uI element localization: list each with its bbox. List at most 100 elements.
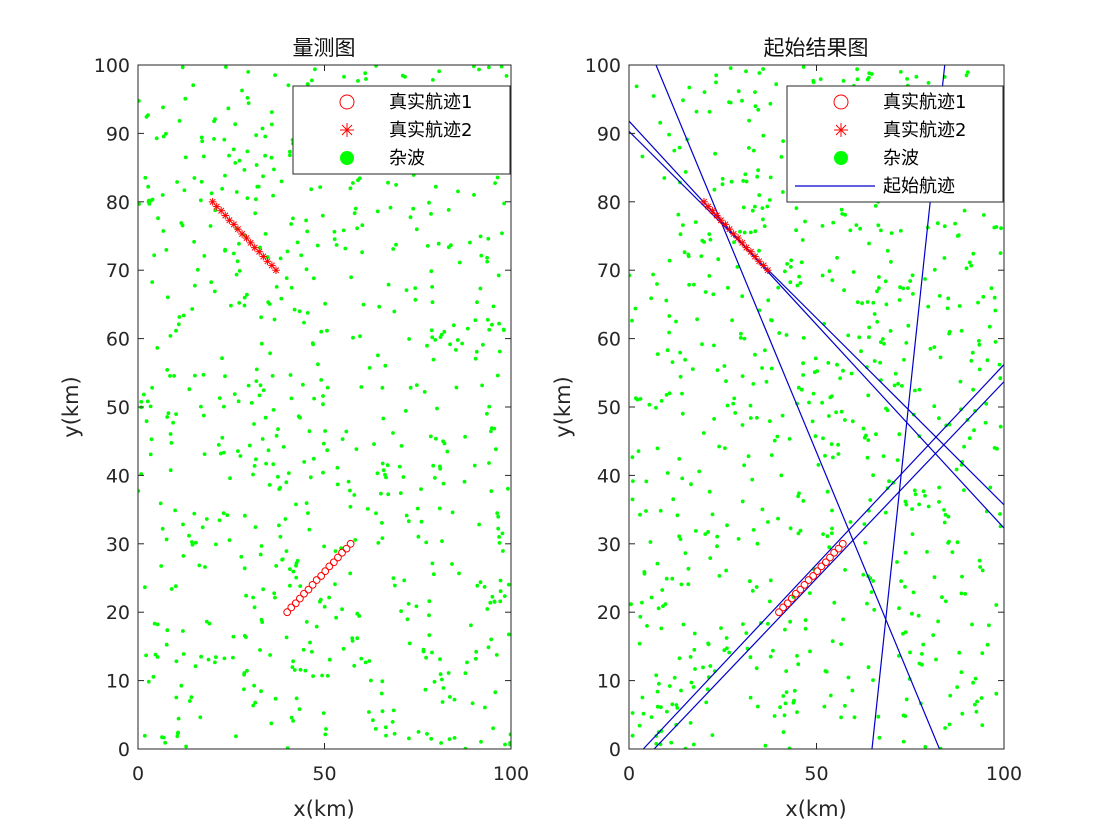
clutter-point	[997, 362, 1002, 367]
clutter-point	[429, 269, 434, 274]
clutter-point	[638, 512, 642, 517]
clutter-point	[743, 172, 748, 177]
clutter-point	[633, 306, 638, 311]
clutter-point	[766, 621, 770, 626]
track-point	[787, 594, 796, 603]
clutter-point	[965, 70, 970, 75]
clutter-point	[384, 733, 388, 738]
clutter-point	[659, 705, 663, 710]
clutter-point	[288, 567, 292, 571]
clutter-point	[341, 646, 346, 651]
clutter-point	[506, 486, 510, 491]
clutter-point	[174, 659, 179, 664]
clutter-point	[942, 508, 946, 512]
clutter-point	[406, 519, 411, 524]
clutter-point	[348, 504, 353, 509]
clutter-point	[161, 105, 165, 110]
clutter-point	[237, 241, 241, 246]
clutter-point	[254, 379, 259, 383]
clutter-point	[897, 432, 902, 437]
clutter-point	[253, 525, 258, 529]
true-track-2-points	[208, 198, 280, 275]
clutter-point	[470, 701, 475, 706]
clutter-point	[707, 232, 712, 237]
clutter-point	[977, 342, 982, 347]
clutter-point	[392, 309, 397, 314]
clutter-point	[305, 82, 310, 86]
clutter-point	[174, 328, 178, 333]
clutter-point	[679, 582, 684, 587]
clutter-point	[674, 722, 679, 727]
clutter-point	[500, 531, 505, 536]
clutter-point	[271, 462, 276, 467]
clutter-point	[288, 583, 292, 588]
clutter-point	[180, 65, 185, 70]
clutter-point	[411, 206, 416, 211]
clutter-point	[259, 341, 264, 346]
clutter-point	[253, 211, 258, 216]
clutter-point	[305, 311, 310, 315]
clutter-point	[245, 292, 249, 297]
chart-title: 量测图	[293, 36, 356, 60]
clutter-point	[325, 448, 330, 453]
clutter-point	[448, 695, 452, 699]
clutter-point	[701, 431, 706, 435]
clutter-point	[665, 348, 670, 353]
clutter-point	[202, 452, 207, 456]
clutter-point	[139, 399, 144, 404]
clutter-point	[655, 446, 660, 451]
y-tick-label: 20	[597, 602, 621, 624]
clutter-point	[498, 578, 503, 583]
clutter-point	[905, 77, 909, 81]
clutter-point	[361, 302, 366, 307]
clutter-point	[475, 300, 479, 305]
clutter-point	[438, 657, 442, 662]
clutter-point	[295, 240, 300, 245]
clutter-point	[875, 289, 879, 294]
clutter-point	[176, 716, 181, 721]
clutter-point	[783, 269, 787, 274]
y-tick-label: 10	[597, 671, 621, 693]
clutter-point	[247, 443, 252, 448]
clutter-point	[904, 341, 909, 345]
clutter-point	[994, 691, 999, 696]
clutter-point	[494, 447, 498, 452]
track-point	[804, 576, 813, 584]
clutter-point	[291, 659, 295, 664]
clutter-point	[381, 468, 386, 473]
clutter-point	[772, 438, 777, 443]
clutter-point	[242, 566, 247, 571]
clutter-point	[818, 77, 823, 81]
clutter-point	[960, 574, 964, 579]
clutter-point	[292, 668, 297, 672]
clutter-point	[281, 445, 286, 449]
clutter-point	[201, 413, 206, 418]
clutter-point	[187, 533, 191, 538]
clutter-point	[994, 603, 999, 607]
clutter-point	[937, 485, 941, 490]
clutter-point	[446, 671, 451, 675]
clutter-point	[715, 544, 719, 549]
clutter-point	[353, 206, 358, 211]
clutter-point	[376, 353, 380, 358]
clutter-point	[794, 206, 799, 211]
clutter-point	[177, 315, 182, 319]
clutter-point	[234, 272, 239, 277]
clutter-point	[258, 245, 262, 250]
clutter-point	[488, 600, 493, 605]
clutter-point	[706, 641, 710, 646]
clutter-point	[926, 81, 931, 85]
clutter-point	[199, 404, 203, 409]
clutter-point	[286, 471, 291, 475]
clutter-point	[899, 579, 903, 583]
clutter-point	[658, 120, 663, 125]
clutter-point	[375, 471, 380, 476]
clutter-point	[465, 326, 470, 331]
clutter-point	[415, 506, 420, 511]
clutter-point	[414, 227, 419, 232]
clutter-point	[649, 595, 654, 600]
clutter-point	[906, 323, 911, 328]
clutter-point	[146, 184, 151, 189]
clutter-point	[910, 507, 914, 511]
clutter-point	[725, 403, 730, 408]
